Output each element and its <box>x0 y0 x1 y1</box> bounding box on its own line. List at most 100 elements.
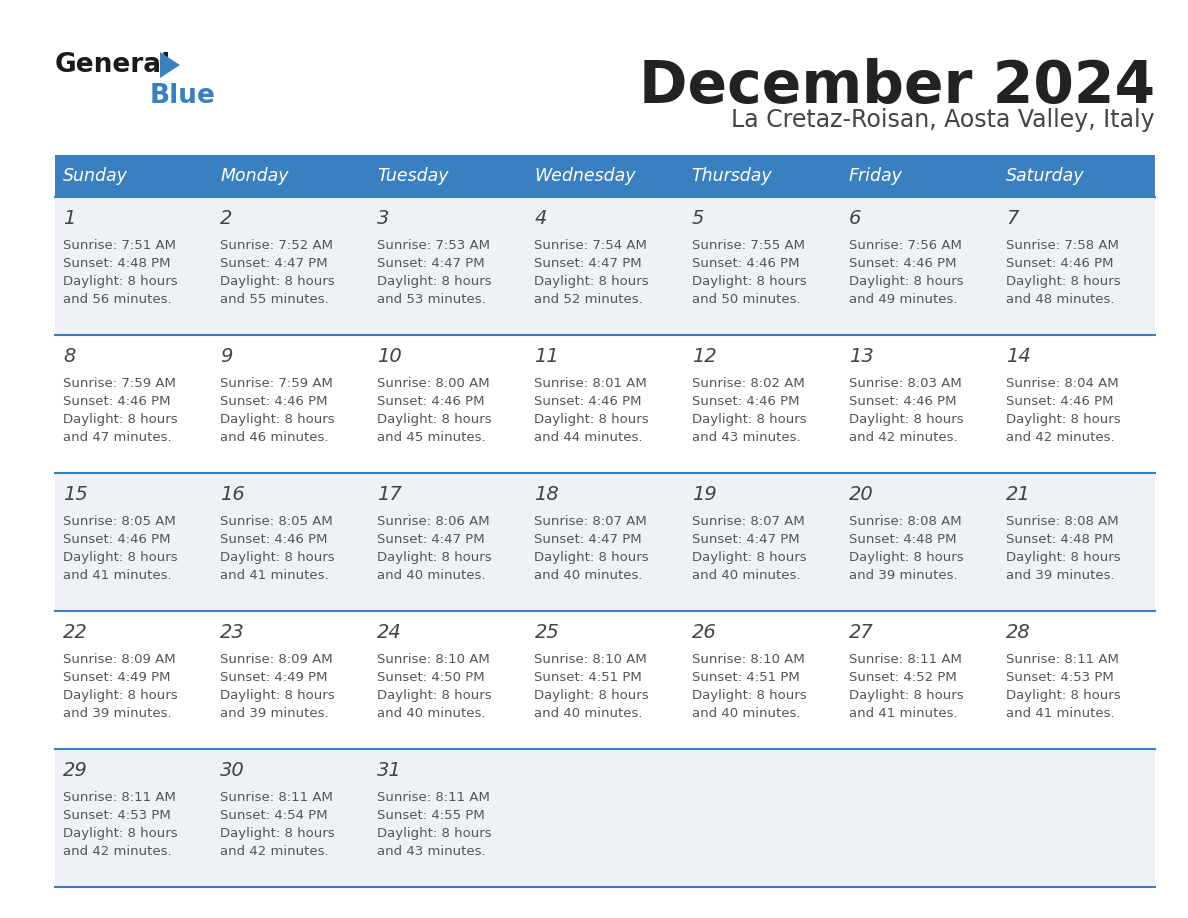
Text: 31: 31 <box>378 761 402 780</box>
Text: Sunrise: 7:56 AM: Sunrise: 7:56 AM <box>848 239 961 252</box>
Text: and 39 minutes.: and 39 minutes. <box>848 569 958 582</box>
Text: 7: 7 <box>1006 209 1018 228</box>
Text: Sunset: 4:46 PM: Sunset: 4:46 PM <box>691 257 800 270</box>
Text: 16: 16 <box>220 485 245 504</box>
Text: Sunset: 4:46 PM: Sunset: 4:46 PM <box>535 395 642 408</box>
Text: Sunrise: 7:52 AM: Sunrise: 7:52 AM <box>220 239 333 252</box>
Text: Daylight: 8 hours: Daylight: 8 hours <box>848 689 963 702</box>
Text: Sunrise: 8:08 AM: Sunrise: 8:08 AM <box>1006 515 1118 528</box>
Text: Monday: Monday <box>220 167 289 185</box>
Text: Thursday: Thursday <box>691 167 772 185</box>
Text: Sunrise: 7:54 AM: Sunrise: 7:54 AM <box>535 239 647 252</box>
Text: Daylight: 8 hours: Daylight: 8 hours <box>63 413 178 426</box>
Text: Tuesday: Tuesday <box>378 167 449 185</box>
Text: and 42 minutes.: and 42 minutes. <box>848 431 958 444</box>
Text: 20: 20 <box>848 485 873 504</box>
Text: and 42 minutes.: and 42 minutes. <box>220 845 329 858</box>
Text: Daylight: 8 hours: Daylight: 8 hours <box>535 689 649 702</box>
Text: Sunset: 4:54 PM: Sunset: 4:54 PM <box>220 809 328 822</box>
Text: Sunset: 4:46 PM: Sunset: 4:46 PM <box>220 533 328 546</box>
Text: 19: 19 <box>691 485 716 504</box>
Text: and 42 minutes.: and 42 minutes. <box>1006 431 1114 444</box>
Text: Daylight: 8 hours: Daylight: 8 hours <box>220 413 335 426</box>
Text: and 53 minutes.: and 53 minutes. <box>378 293 486 306</box>
Text: Daylight: 8 hours: Daylight: 8 hours <box>378 689 492 702</box>
Text: Daylight: 8 hours: Daylight: 8 hours <box>848 413 963 426</box>
Text: 5: 5 <box>691 209 704 228</box>
Text: Daylight: 8 hours: Daylight: 8 hours <box>63 827 178 840</box>
Polygon shape <box>160 52 181 78</box>
Text: Sunrise: 8:11 AM: Sunrise: 8:11 AM <box>220 791 333 804</box>
Bar <box>55 749 1155 887</box>
Text: Sunset: 4:46 PM: Sunset: 4:46 PM <box>63 533 171 546</box>
Text: Daylight: 8 hours: Daylight: 8 hours <box>848 551 963 564</box>
Text: and 40 minutes.: and 40 minutes. <box>378 569 486 582</box>
Text: 21: 21 <box>1006 485 1031 504</box>
Text: Daylight: 8 hours: Daylight: 8 hours <box>535 413 649 426</box>
Text: and 46 minutes.: and 46 minutes. <box>220 431 329 444</box>
Text: 14: 14 <box>1006 347 1031 366</box>
Text: Sunrise: 8:06 AM: Sunrise: 8:06 AM <box>378 515 489 528</box>
Text: General: General <box>55 52 171 78</box>
Text: Sunset: 4:51 PM: Sunset: 4:51 PM <box>535 671 643 684</box>
Text: and 47 minutes.: and 47 minutes. <box>63 431 171 444</box>
Text: 11: 11 <box>535 347 560 366</box>
Text: Sunrise: 8:00 AM: Sunrise: 8:00 AM <box>378 377 489 390</box>
Text: Sunrise: 8:11 AM: Sunrise: 8:11 AM <box>848 653 961 666</box>
Text: Sunset: 4:47 PM: Sunset: 4:47 PM <box>220 257 328 270</box>
Text: 3: 3 <box>378 209 390 228</box>
Bar <box>55 155 213 197</box>
Text: Daylight: 8 hours: Daylight: 8 hours <box>535 275 649 288</box>
Text: 2: 2 <box>220 209 233 228</box>
Text: Sunset: 4:52 PM: Sunset: 4:52 PM <box>848 671 956 684</box>
Text: Sunset: 4:46 PM: Sunset: 4:46 PM <box>691 395 800 408</box>
Text: and 44 minutes.: and 44 minutes. <box>535 431 643 444</box>
Text: Sunset: 4:47 PM: Sunset: 4:47 PM <box>378 257 485 270</box>
Text: and 43 minutes.: and 43 minutes. <box>691 431 801 444</box>
Text: 15: 15 <box>63 485 88 504</box>
Text: Friday: Friday <box>848 167 903 185</box>
Text: 29: 29 <box>63 761 88 780</box>
Text: Sunset: 4:48 PM: Sunset: 4:48 PM <box>63 257 171 270</box>
Text: Sunrise: 7:59 AM: Sunrise: 7:59 AM <box>63 377 176 390</box>
Text: 8: 8 <box>63 347 75 366</box>
Text: and 39 minutes.: and 39 minutes. <box>1006 569 1114 582</box>
Text: Saturday: Saturday <box>1006 167 1085 185</box>
Text: Sunrise: 7:51 AM: Sunrise: 7:51 AM <box>63 239 176 252</box>
Text: 26: 26 <box>691 623 716 642</box>
Text: Daylight: 8 hours: Daylight: 8 hours <box>63 275 178 288</box>
Text: Daylight: 8 hours: Daylight: 8 hours <box>691 551 807 564</box>
Text: Daylight: 8 hours: Daylight: 8 hours <box>220 275 335 288</box>
Text: 12: 12 <box>691 347 716 366</box>
Text: Sunrise: 7:53 AM: Sunrise: 7:53 AM <box>378 239 491 252</box>
Text: Sunrise: 8:11 AM: Sunrise: 8:11 AM <box>1006 653 1119 666</box>
Text: 30: 30 <box>220 761 245 780</box>
Text: Daylight: 8 hours: Daylight: 8 hours <box>63 551 178 564</box>
Text: 28: 28 <box>1006 623 1031 642</box>
Text: Daylight: 8 hours: Daylight: 8 hours <box>1006 551 1120 564</box>
Text: Sunrise: 7:55 AM: Sunrise: 7:55 AM <box>691 239 804 252</box>
Text: Sunrise: 8:03 AM: Sunrise: 8:03 AM <box>848 377 961 390</box>
Text: Sunset: 4:46 PM: Sunset: 4:46 PM <box>63 395 171 408</box>
Text: and 41 minutes.: and 41 minutes. <box>1006 707 1114 720</box>
Text: Daylight: 8 hours: Daylight: 8 hours <box>220 689 335 702</box>
Text: Sunset: 4:46 PM: Sunset: 4:46 PM <box>848 257 956 270</box>
Bar <box>213 155 369 197</box>
Text: Daylight: 8 hours: Daylight: 8 hours <box>220 551 335 564</box>
Text: and 52 minutes.: and 52 minutes. <box>535 293 643 306</box>
Text: Daylight: 8 hours: Daylight: 8 hours <box>1006 275 1120 288</box>
Text: 1: 1 <box>63 209 75 228</box>
Text: and 42 minutes.: and 42 minutes. <box>63 845 171 858</box>
Text: Sunrise: 8:07 AM: Sunrise: 8:07 AM <box>535 515 647 528</box>
Text: Sunrise: 8:11 AM: Sunrise: 8:11 AM <box>378 791 491 804</box>
Text: 6: 6 <box>848 209 861 228</box>
Text: 10: 10 <box>378 347 402 366</box>
Text: and 41 minutes.: and 41 minutes. <box>220 569 329 582</box>
Bar <box>55 611 1155 749</box>
Text: and 49 minutes.: and 49 minutes. <box>848 293 958 306</box>
Text: Sunset: 4:49 PM: Sunset: 4:49 PM <box>63 671 171 684</box>
Text: 17: 17 <box>378 485 402 504</box>
Bar <box>683 155 841 197</box>
Text: Sunset: 4:47 PM: Sunset: 4:47 PM <box>378 533 485 546</box>
Text: Daylight: 8 hours: Daylight: 8 hours <box>378 413 492 426</box>
